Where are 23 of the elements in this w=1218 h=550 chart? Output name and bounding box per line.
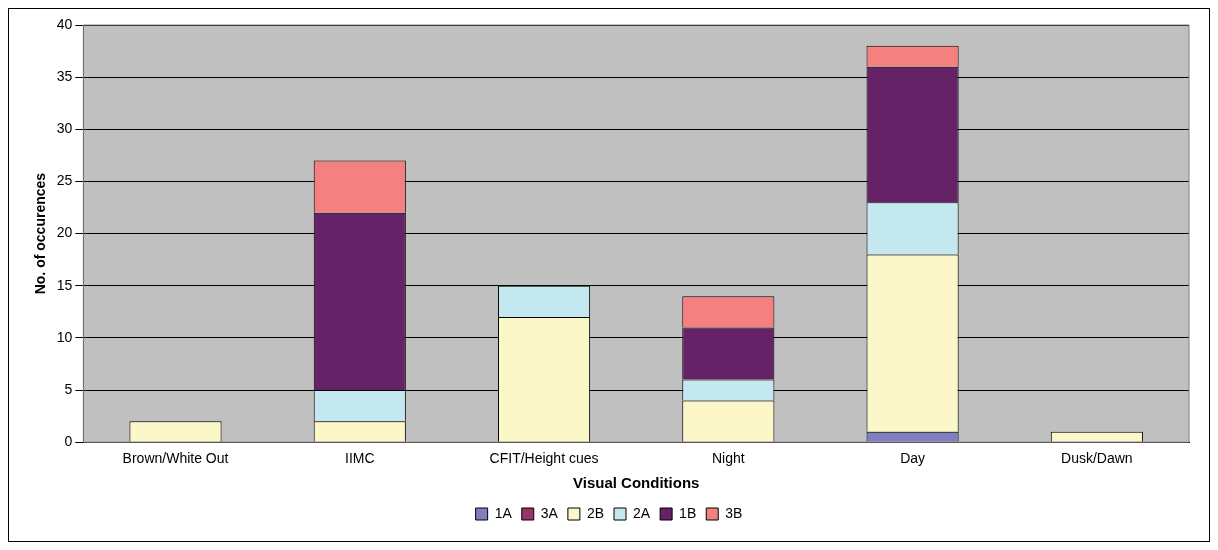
- y-tick-label: 40: [56, 15, 73, 32]
- y-tick-label: 10: [56, 328, 73, 345]
- x-tick-label: CFIT/Height cues: [489, 450, 599, 467]
- y-tick-label: 35: [56, 68, 73, 85]
- x-tick-label: Dusk/Dawn: [1061, 450, 1133, 467]
- y-tick-label: 30: [56, 120, 73, 137]
- legend-label: 3B: [725, 504, 743, 521]
- x-tick-label: Night: [711, 450, 745, 467]
- x-axis-title: Visual Conditions: [572, 474, 700, 492]
- y-tick-label: 5: [64, 380, 73, 397]
- y-tick-label: 0: [64, 433, 73, 450]
- x-tick-label: IIMC: [345, 450, 375, 467]
- y-axis-title: No. of occurences: [32, 172, 49, 295]
- y-tick-label: 20: [56, 224, 73, 241]
- legend-label: 2B: [586, 504, 604, 521]
- y-tick-label: 15: [56, 276, 73, 293]
- legend-label: 1B: [679, 504, 697, 521]
- legend-label: 3A: [540, 504, 559, 521]
- y-tick-label: 25: [56, 172, 73, 189]
- legend-label: 1A: [494, 504, 513, 521]
- legend-label: 2A: [633, 504, 651, 521]
- x-tick-label: Day: [900, 450, 926, 467]
- x-tick-label: Brown/White Out: [122, 450, 229, 467]
